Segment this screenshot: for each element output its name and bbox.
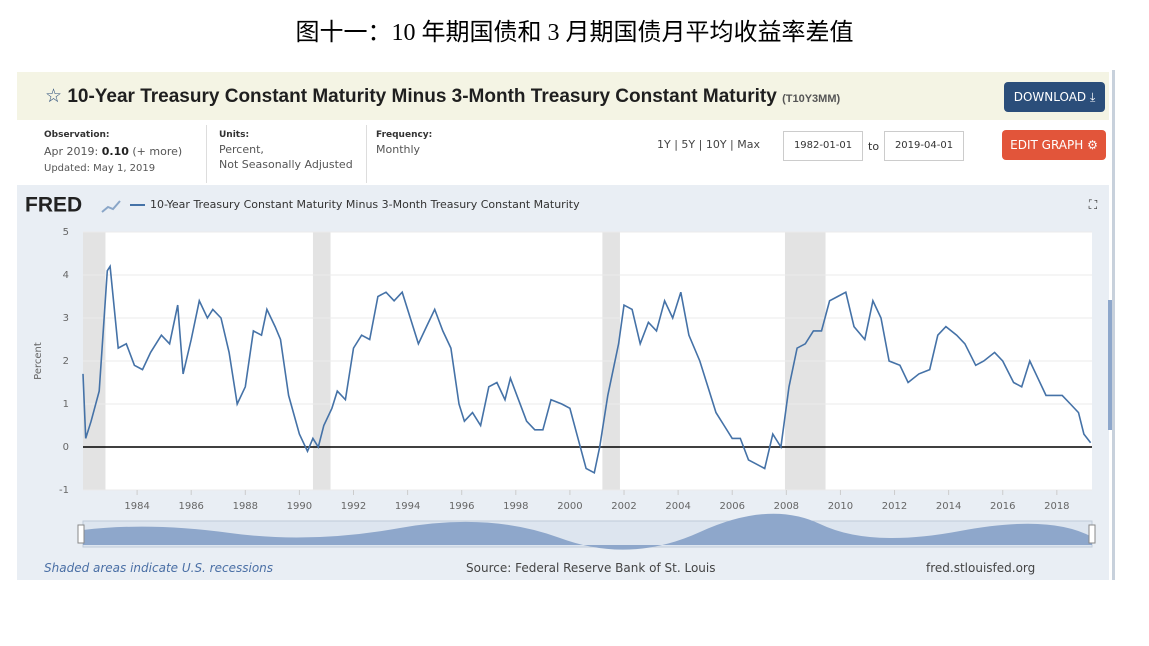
navigator-handle[interactable] — [1088, 524, 1096, 544]
x-tick-label: 2014 — [936, 501, 961, 512]
frequency-label: Frequency: — [376, 130, 433, 140]
y-axis-label: Percent — [33, 342, 44, 380]
page-heading: 图十一：10 年期国债和 3 月期国债月平均收益率差值 — [295, 20, 854, 46]
divider — [206, 125, 207, 183]
x-tick-label: 1996 — [449, 501, 474, 512]
divider — [366, 125, 367, 183]
site: fred.stlouisfed.org — [926, 561, 1036, 575]
x-tick-label: 2018 — [1044, 501, 1069, 512]
fullscreen-icon[interactable]: ⛶ — [1088, 198, 1098, 212]
edit-graph-button[interactable]: EDIT GRAPH ⚙ — [1002, 130, 1106, 160]
legend-text: 10-Year Treasury Constant Maturity Minus… — [150, 198, 580, 211]
x-tick-label: 2006 — [719, 501, 744, 512]
x-tick-label: 2000 — [557, 501, 582, 512]
x-tick-label: 1990 — [287, 501, 312, 512]
y-tick-label: 4 — [63, 270, 69, 281]
recession-note: Shaded areas indicate U.S. recessions — [44, 561, 274, 575]
x-tick-label: 1992 — [341, 501, 366, 512]
observation-label: Observation: — [44, 130, 110, 140]
start-date[interactable]: 1982-01-01 — [783, 131, 863, 161]
x-tick-label: 2016 — [990, 501, 1015, 512]
x-tick-label: 1986 — [178, 501, 203, 512]
navigator-shape — [83, 513, 1092, 550]
download-button[interactable]: DOWNLOAD ⤓ — [1004, 82, 1105, 112]
x-tick-label: 1994 — [395, 501, 420, 512]
x-tick-label: 2012 — [882, 501, 907, 512]
navigator-handle[interactable] — [77, 524, 85, 544]
series-line — [82, 264, 1092, 475]
y-tick-label: 0 — [63, 442, 69, 453]
x-tick-label: 1984 — [124, 501, 149, 512]
obs-more[interactable]: (+ more) — [132, 145, 183, 158]
x-tick-label: 2010 — [828, 501, 853, 512]
edit-text: EDIT GRAPH — [1010, 138, 1084, 152]
x-tick-label: 1988 — [233, 501, 258, 512]
y-tick-label: 5 — [63, 227, 69, 238]
units-1: Percent, — [219, 143, 264, 156]
observation: Apr 2019: 0.10 (+ more) — [44, 144, 182, 159]
scrollbar[interactable] — [1108, 300, 1112, 430]
fred-logo: FRED — [25, 194, 82, 217]
y-tick-label: 2 — [63, 356, 69, 367]
x-tick-label: 1998 — [503, 501, 528, 512]
end-date[interactable]: 2019-04-01 — [884, 131, 964, 161]
x-tick-label: 2004 — [665, 501, 690, 512]
star-icon[interactable]: ☆ — [45, 86, 63, 107]
x-tick-label: 2008 — [774, 501, 799, 512]
header-bar: ☆ 10-Year Treasury Constant Maturity Min… — [17, 72, 1109, 120]
title-text: 10-Year Treasury Constant Maturity Minus… — [67, 86, 777, 107]
units-2: Not Seasonally Adjusted — [219, 158, 353, 171]
series-title: ☆ 10-Year Treasury Constant Maturity Min… — [45, 85, 840, 108]
download-text: DOWNLOAD — [1013, 90, 1087, 104]
y-tick-label: -1 — [59, 485, 69, 496]
y-tick-label: 3 — [63, 313, 69, 324]
series-code: (T10Y3MM) — [782, 93, 841, 105]
source: Source: Federal Reserve Bank of St. Loui… — [466, 561, 716, 575]
frequency: Monthly — [376, 143, 421, 156]
logo-icon — [101, 200, 121, 213]
obs-date: Apr 2019: — [44, 145, 99, 158]
to-label: to — [868, 140, 880, 153]
range-buttons[interactable]: 1Y | 5Y | 10Y | Max — [657, 138, 760, 151]
obs-value: 0.10 — [101, 145, 129, 158]
y-tick-label: 1 — [63, 399, 69, 410]
units-label: Units: — [219, 130, 250, 140]
x-tick-label: 2002 — [611, 501, 636, 512]
updated: Updated: May 1, 2019 — [44, 163, 156, 174]
